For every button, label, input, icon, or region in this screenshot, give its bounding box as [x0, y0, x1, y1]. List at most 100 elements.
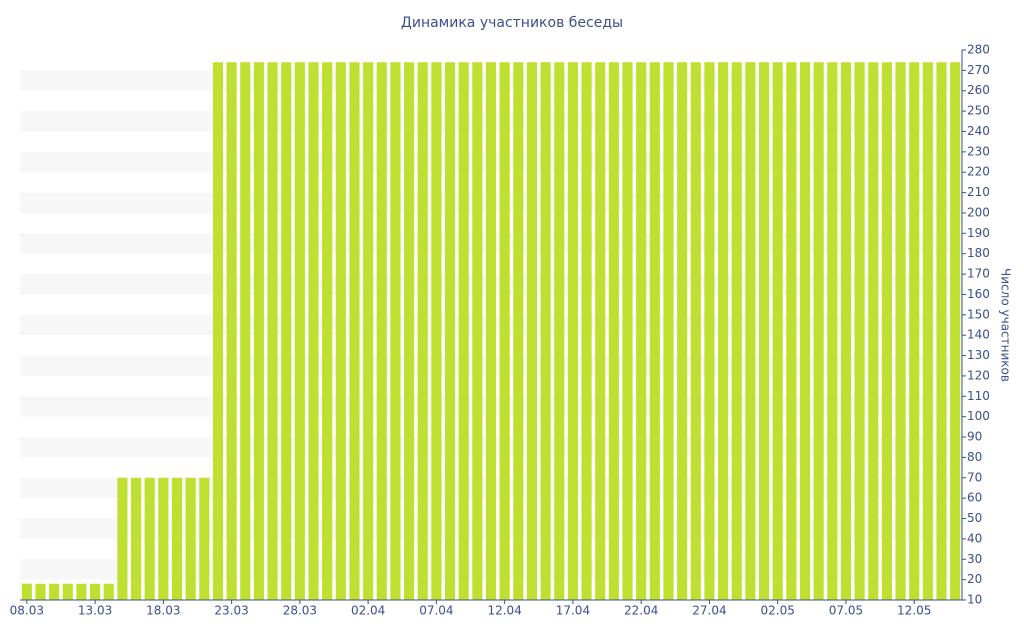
- bar: [649, 62, 660, 600]
- bar: [772, 62, 783, 600]
- y-tick-label: 140: [967, 328, 990, 342]
- bar: [854, 62, 865, 600]
- bar: [840, 62, 852, 600]
- bar: [62, 583, 73, 600]
- bar: [417, 62, 428, 600]
- bar: [868, 62, 879, 600]
- y-tick-label: 160: [967, 287, 990, 301]
- bar: [226, 62, 237, 600]
- y-tick-label: 200: [967, 205, 990, 219]
- bar: [294, 62, 305, 600]
- bar: [49, 583, 60, 600]
- bar: [513, 62, 524, 600]
- bar: [458, 62, 469, 600]
- bar: [745, 62, 756, 600]
- bar: [376, 62, 387, 600]
- bar: [485, 62, 497, 600]
- bar: [540, 62, 551, 600]
- y-tick-label: 10: [967, 593, 982, 607]
- x-tick-label: 08.03: [10, 604, 44, 618]
- bar: [881, 62, 892, 600]
- y-axis-label: Число участников: [999, 268, 1013, 382]
- bar: [185, 477, 196, 600]
- bar: [390, 62, 401, 600]
- bar: [895, 62, 906, 600]
- bar: [21, 583, 32, 600]
- x-tick-label: 17.04: [556, 604, 590, 618]
- bar: [567, 62, 578, 600]
- bar: [404, 62, 415, 600]
- bar: [731, 62, 742, 600]
- bar: [677, 62, 688, 600]
- bar: [526, 62, 538, 600]
- chart-title: Динамика участников беседы: [401, 15, 623, 31]
- y-tick-label: 150: [967, 307, 990, 321]
- bar: [622, 62, 633, 600]
- bar: [322, 62, 333, 600]
- bar: [472, 62, 483, 600]
- y-tick-label: 20: [967, 572, 982, 586]
- bar: [90, 583, 101, 600]
- y-tick-label: 30: [967, 552, 982, 566]
- bar: [690, 62, 701, 600]
- bar: [799, 62, 811, 600]
- bar: [595, 62, 606, 600]
- bar: [349, 62, 360, 600]
- bar: [267, 62, 278, 600]
- bar: [431, 62, 442, 600]
- y-tick-label: 170: [967, 267, 990, 281]
- bar: [636, 62, 647, 600]
- bar: [950, 62, 961, 600]
- bar: [444, 62, 456, 600]
- y-tick-label: 80: [967, 450, 982, 464]
- bar: [499, 62, 510, 600]
- bar: [608, 62, 619, 600]
- x-tick-label: 23.03: [214, 604, 248, 618]
- y-tick-label: 250: [967, 104, 990, 118]
- bar: [909, 62, 920, 600]
- y-tick-label: 190: [967, 226, 990, 240]
- bar: [171, 477, 183, 600]
- y-tick-label: 60: [967, 491, 982, 505]
- y-tick-label: 240: [967, 124, 990, 138]
- y-tick-label: 120: [967, 368, 990, 382]
- bar: [103, 583, 114, 600]
- bar: [718, 62, 729, 600]
- y-tick-label: 90: [967, 430, 982, 444]
- bar: [117, 477, 128, 600]
- y-tick-label: 270: [967, 63, 990, 77]
- y-tick-label: 230: [967, 144, 990, 158]
- y-tick-label: 220: [967, 165, 990, 179]
- x-tick-label: 28.03: [283, 604, 317, 618]
- bar: [554, 62, 565, 600]
- bar: [130, 477, 142, 600]
- bar: [922, 62, 933, 600]
- x-tick-label: 02.05: [761, 604, 795, 618]
- x-tick-label: 02.04: [351, 604, 385, 618]
- bar: [335, 62, 346, 600]
- y-tick-label: 180: [967, 246, 990, 260]
- bar: [663, 62, 674, 600]
- bar: [581, 62, 592, 600]
- bar: [827, 62, 838, 600]
- bar: [281, 62, 292, 600]
- y-tick-label: 110: [967, 389, 990, 403]
- y-tick-label: 100: [967, 409, 990, 423]
- bar: [704, 62, 715, 600]
- x-tick-label: 13.03: [78, 604, 112, 618]
- x-tick-label: 07.05: [829, 604, 863, 618]
- bar: [758, 62, 770, 600]
- x-tick-label: 07.04: [419, 604, 453, 618]
- y-tick-label: 260: [967, 83, 990, 97]
- y-tick-label: 280: [967, 43, 990, 57]
- bar: [35, 583, 46, 600]
- bar: [199, 477, 210, 600]
- bar: [212, 62, 224, 600]
- bar: [240, 62, 251, 600]
- bar: [786, 62, 797, 600]
- bar: [158, 477, 169, 600]
- y-tick-label: 70: [967, 470, 982, 484]
- bar: [363, 62, 374, 600]
- y-tick-label: 210: [967, 185, 990, 199]
